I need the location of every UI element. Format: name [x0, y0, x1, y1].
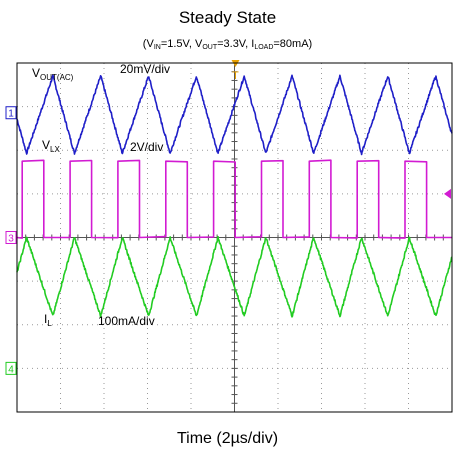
ground-marker-ch1: 1 [8, 109, 14, 120]
subtitle-iload-label: I [251, 38, 255, 50]
chart-title: Steady State [178, 8, 277, 27]
x-axis-label: Time (2µs/div) [176, 430, 279, 447]
chart-subtitle: (VIN=1.5V, VOUT=3.3V, ILOAD=80mA) [0, 38, 455, 51]
vout-scale-label: 20mV/div [120, 62, 171, 76]
subtitle-vin-label: V [146, 38, 154, 50]
subtitle-iload-value: =80mA) [273, 38, 313, 50]
ground-marker-ch4: 4 [8, 364, 14, 375]
subtitle-vin-sub: IN [153, 44, 161, 51]
vlx-scale-label: 2V/div [130, 140, 164, 154]
ground-marker-ch3: 3 [8, 234, 14, 245]
trace-ch1 [16, 74, 453, 156]
marker-layer: 1 3 4 T [5, 60, 451, 375]
subtitle-vin-value: =1.5V, [160, 38, 195, 50]
subtitle-vout-value: =3.3V, [217, 38, 252, 50]
subtitle-open-paren: ( [142, 38, 147, 50]
subtitle-iload-sub: LOAD [254, 44, 274, 51]
vlx-name: V [42, 138, 51, 152]
vout-name: V [32, 66, 41, 80]
trigger-level-arrow [444, 188, 451, 199]
trace-layer [16, 74, 453, 318]
subtitle-vout-label: V [194, 38, 203, 50]
subtitle-vout-sub: OUT [202, 44, 218, 51]
plot-frame [16, 62, 453, 413]
il-scale-label: 100mA/div [98, 314, 155, 328]
vout-name-sub: OUT(AC) [40, 73, 74, 82]
vlx-name-sub: LX [50, 145, 60, 154]
trigger-marker: T [232, 70, 239, 82]
il-channel-label: IL [44, 312, 52, 328]
ground-marker-box-ch3 [5, 231, 17, 244]
trace-ch3 [16, 159, 452, 239]
il-name-sub: L [47, 319, 52, 328]
trace-ch4 [16, 236, 453, 318]
vout-channel-label: VOUT(AC) [32, 66, 73, 82]
il-name: I [44, 312, 48, 326]
ground-marker-box-ch4 [5, 361, 17, 375]
vlx-channel-label: VLX [42, 138, 60, 154]
ground-marker-box-ch1 [5, 106, 17, 120]
